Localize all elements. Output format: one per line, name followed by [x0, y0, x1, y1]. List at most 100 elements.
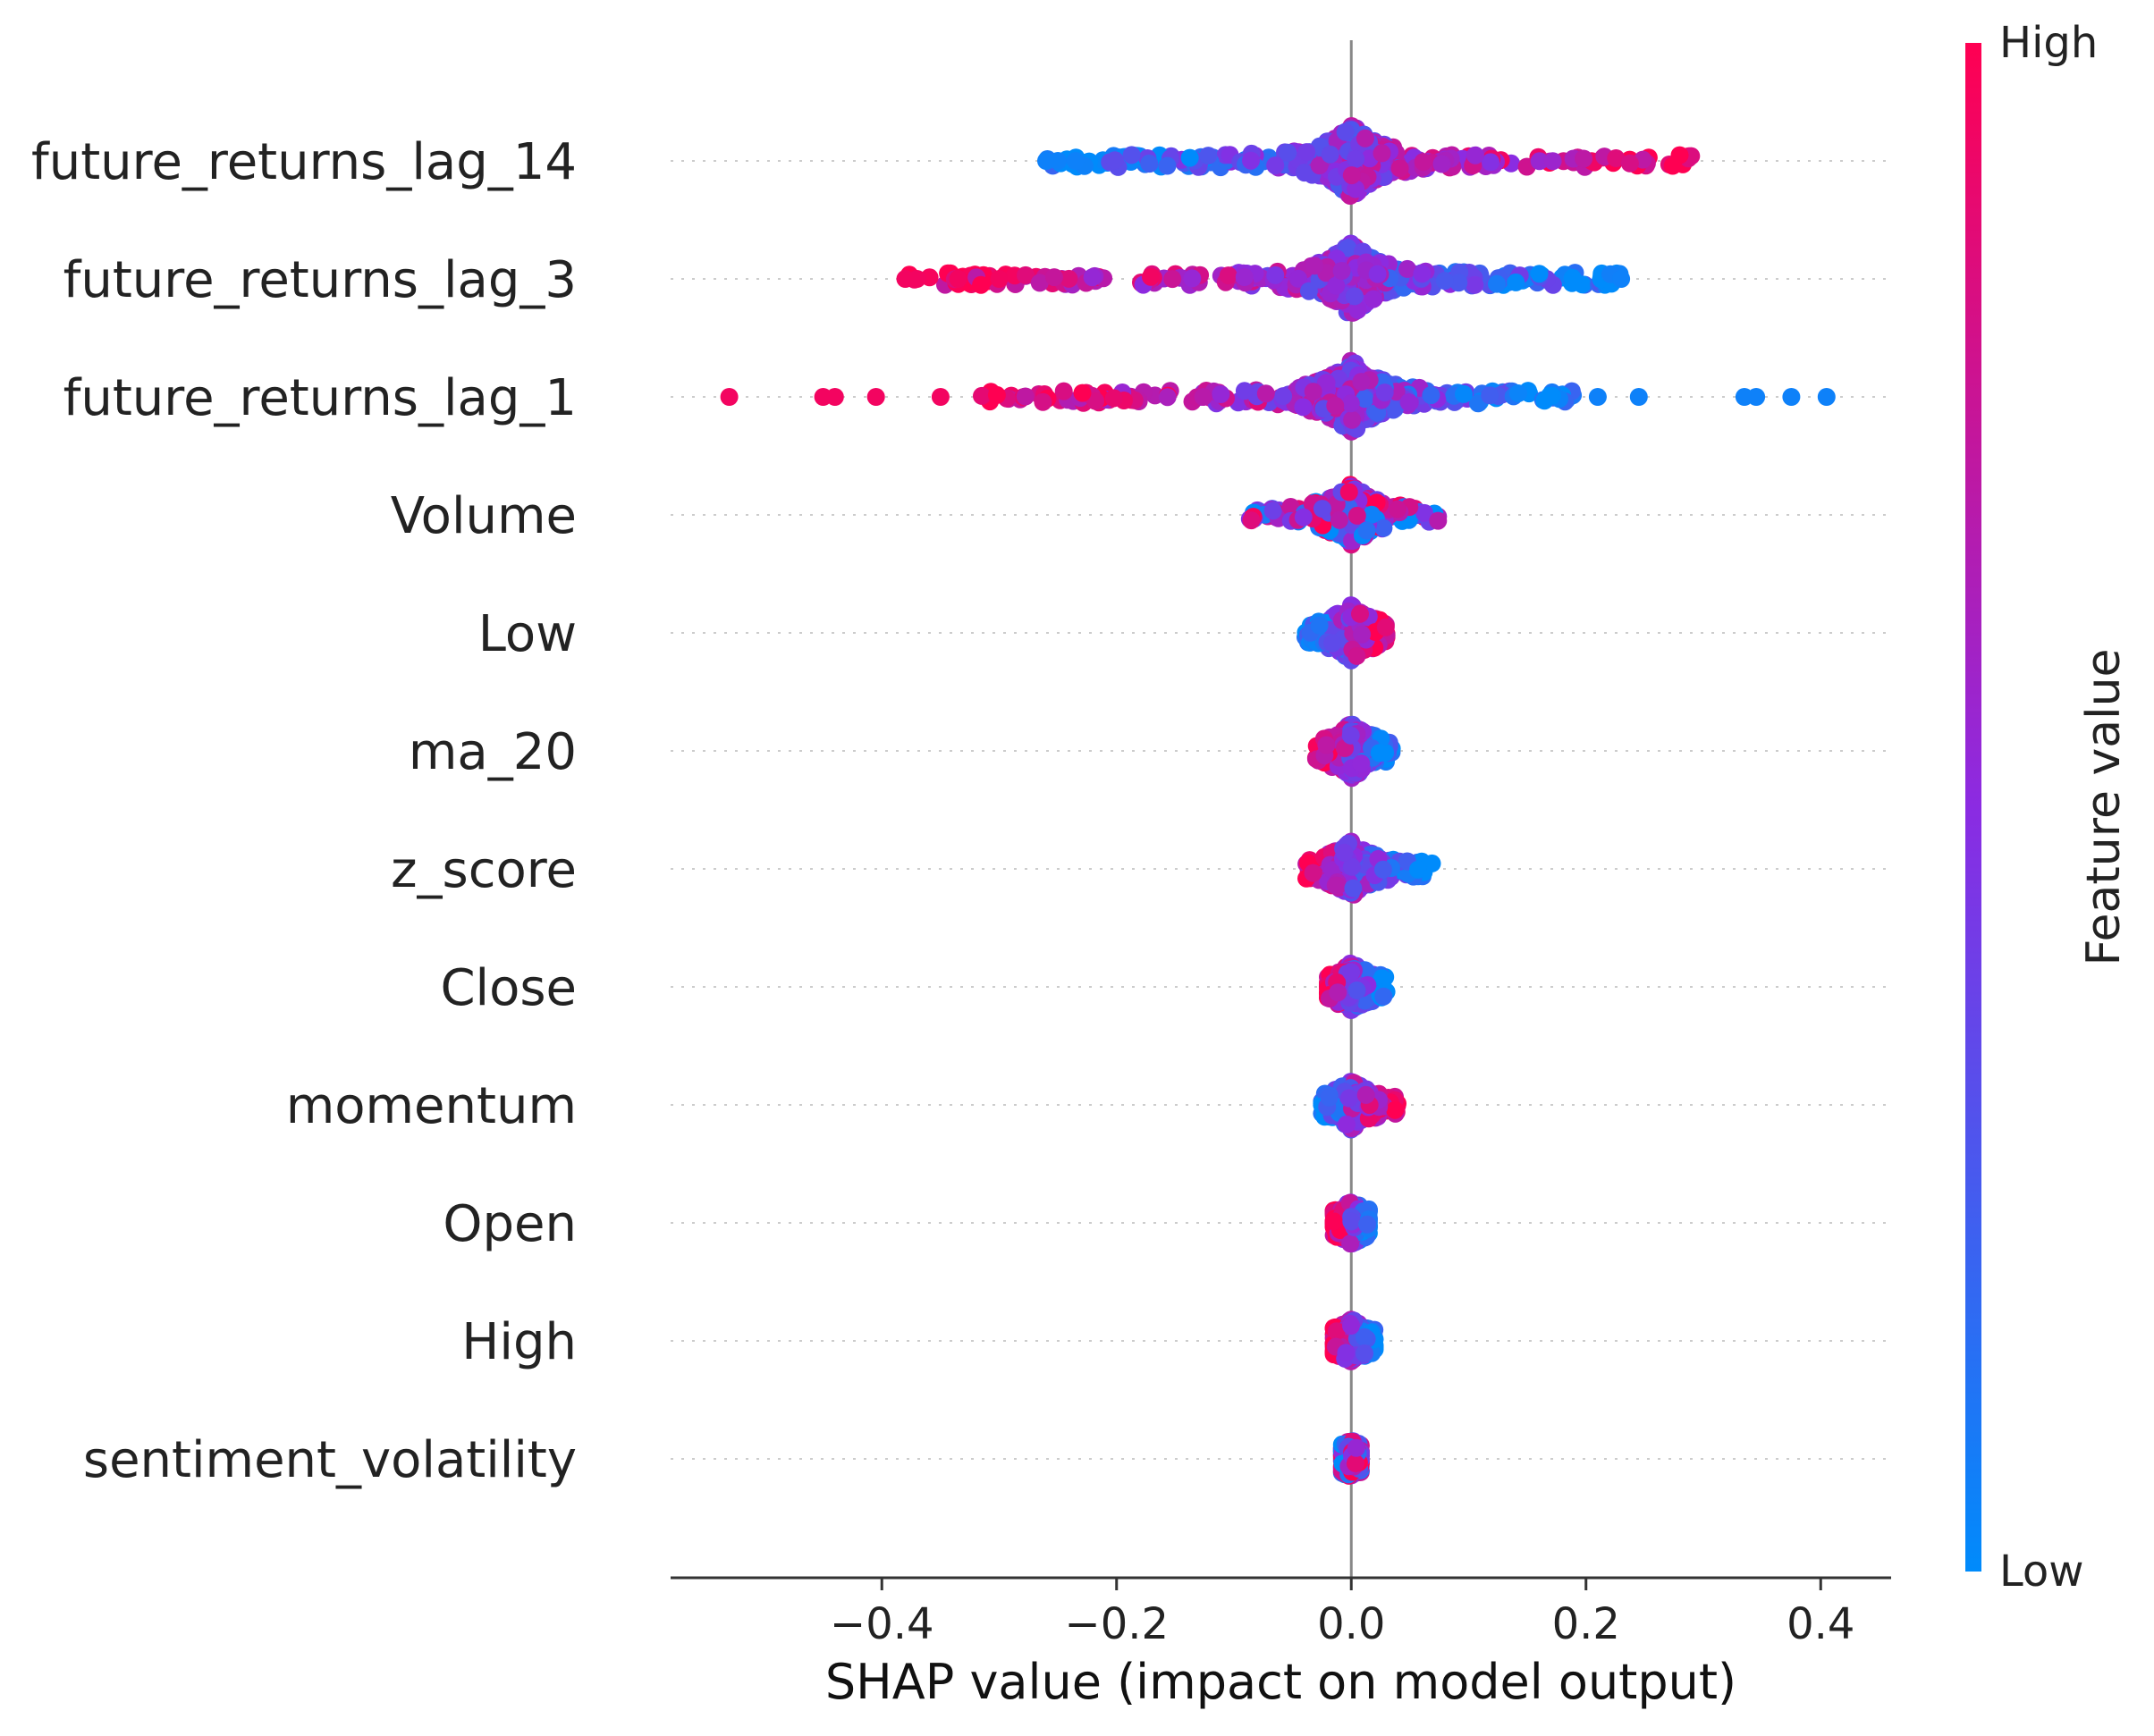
shap-dot-outlier: [1066, 152, 1085, 170]
x-axis-title: SHAP value (impact on model output): [825, 1654, 1736, 1710]
shap-dot: [1507, 273, 1525, 291]
shap-dot: [1386, 1100, 1405, 1119]
shap-dot: [1341, 1235, 1360, 1253]
shap-dot: [1140, 154, 1159, 173]
feature-label: Close: [440, 959, 577, 1017]
shap-dot: [1466, 146, 1484, 164]
shap-dot: [1607, 149, 1626, 167]
shap-dot: [1289, 269, 1307, 288]
shap-dot: [1338, 1115, 1356, 1133]
feature-row-dots: [1240, 476, 1448, 554]
shap-dot: [1299, 282, 1318, 300]
shap-dot: [1620, 154, 1639, 173]
shap-dot: [1017, 265, 1035, 284]
shap-dot: [1670, 146, 1689, 164]
shap-dot: [1368, 265, 1387, 283]
shap-dot: [1034, 392, 1052, 411]
feature-row-dots: [720, 351, 1836, 441]
shap-dot: [1294, 508, 1313, 527]
x-tick-label: 0.4: [1787, 1599, 1854, 1649]
shap-dot: [987, 385, 1006, 404]
shap-dot: [1488, 274, 1506, 293]
shap-dot: [1320, 1088, 1339, 1107]
feature-label: future_returns_lag_3: [63, 251, 577, 309]
shap-dot: [1414, 153, 1432, 172]
shap-dot: [1339, 239, 1357, 257]
shap-dot-outlier: [1629, 388, 1648, 406]
shap-dot: [1263, 501, 1282, 520]
shap-dot: [1235, 382, 1254, 400]
shap-dot: [1355, 1327, 1373, 1346]
shap-dot-outlier: [1612, 270, 1631, 288]
shap-dot: [1348, 300, 1367, 319]
shap-dot: [1347, 149, 1365, 168]
shap-dot: [1347, 506, 1366, 525]
shap-dot: [1158, 388, 1177, 407]
shap-dot: [1329, 983, 1347, 1002]
x-tick-label: 0.0: [1317, 1599, 1385, 1649]
shap-dot-outlier: [1782, 388, 1801, 406]
feature-row-dots: [1319, 954, 1396, 1019]
feature-label: future_returns_lag_1: [63, 369, 577, 427]
shap-dot: [1375, 383, 1394, 402]
shap-dot: [1347, 646, 1366, 665]
shap-dot: [1281, 498, 1300, 516]
shap-dot: [1045, 268, 1063, 287]
shap-dot-outlier: [949, 270, 967, 288]
shap-dot: [1163, 270, 1182, 289]
shap-dot: [1054, 382, 1073, 400]
shap-dot-outlier: [720, 388, 739, 406]
feature-row-dots: [1324, 1310, 1384, 1370]
feature-row-dots: [1324, 1193, 1378, 1253]
shap-dot: [1357, 521, 1376, 540]
colorbar-high-label: High: [1999, 18, 2098, 68]
feature-label: Open: [443, 1195, 577, 1253]
shap-dot: [1342, 857, 1361, 876]
shap-dot: [1327, 276, 1346, 295]
shap-dot: [1256, 384, 1275, 403]
shap-dot: [1466, 275, 1484, 294]
shap-dot: [1345, 287, 1364, 306]
shap-dot: [1530, 265, 1549, 283]
shap-dot: [1373, 860, 1392, 879]
shap-dot: [1212, 385, 1230, 403]
shap-dot: [1310, 616, 1329, 635]
shap-dot: [1481, 386, 1499, 405]
shap-dot: [1242, 511, 1261, 530]
feature-label: ma_20: [409, 723, 577, 781]
shap-dot: [1429, 511, 1448, 530]
feature-row-dots: [1306, 715, 1401, 788]
shap-dot: [1266, 156, 1285, 175]
shap-dot: [1341, 394, 1360, 413]
shap-dot: [1353, 625, 1372, 644]
shap-dot: [1432, 155, 1451, 173]
shap-dot: [1344, 879, 1363, 897]
shap-dot: [1389, 500, 1406, 518]
feature-row-dots: [896, 234, 1631, 322]
shap-dot-outlier: [1747, 388, 1766, 406]
shap-dot: [1324, 1212, 1343, 1231]
feature-label: sentiment_volatility: [83, 1431, 577, 1489]
shap-dot: [1347, 1438, 1365, 1457]
shap-dot: [1343, 410, 1362, 429]
shap-dot: [1342, 1212, 1361, 1231]
shap-dot: [1356, 129, 1374, 147]
shap-dot: [1086, 392, 1104, 410]
feature-labels: future_returns_lag_14 future_returns_lag_…: [31, 133, 577, 1489]
x-tick-label: −0.2: [1064, 1599, 1169, 1649]
feature-label: High: [461, 1313, 577, 1371]
shap-dot: [1390, 159, 1409, 178]
shap-dot: [1304, 864, 1322, 882]
shap-dot-outlier: [1817, 388, 1836, 406]
shap-dot: [1183, 269, 1202, 288]
shap-dot: [1575, 149, 1593, 168]
feature-row-dots: [1037, 117, 1701, 205]
shap-dot: [1422, 386, 1440, 405]
shap-dot: [1373, 969, 1391, 988]
shap-dot-outlier: [908, 270, 926, 288]
shap-dot: [1016, 387, 1035, 406]
shap-dot: [1310, 156, 1329, 175]
shap-dot: [1356, 390, 1374, 409]
row-gridlines: [671, 160, 1891, 1460]
shap-dot: [1304, 383, 1322, 401]
